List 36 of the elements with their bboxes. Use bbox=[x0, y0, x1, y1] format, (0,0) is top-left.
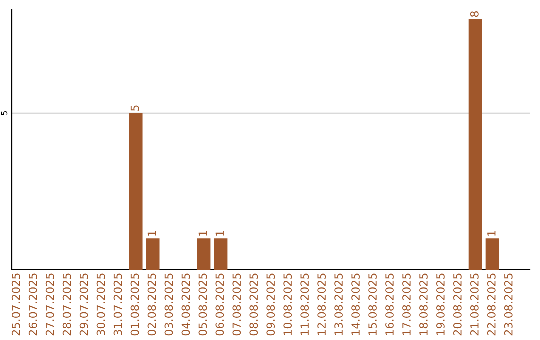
data-label: 1 bbox=[148, 231, 156, 236]
x-tick-label: 05.08.2025 bbox=[198, 274, 208, 336]
data-label: 5 bbox=[130, 106, 140, 111]
x-tick-label: 20.08.2025 bbox=[453, 274, 462, 336]
x-tick-label: 26.07.2025 bbox=[28, 274, 38, 336]
x-tick-label: 21.08.2025 bbox=[470, 274, 479, 336]
x-tick-label: 11.08.2025 bbox=[300, 274, 310, 336]
x-tick-label: 16.08.2025 bbox=[386, 274, 394, 336]
x-tick-label: 17.08.2025 bbox=[402, 274, 411, 336]
x-tick-label: 30.07.2025 bbox=[96, 274, 106, 336]
data-label: 1 bbox=[198, 231, 207, 236]
x-tick-label: 29.07.2025 bbox=[80, 274, 88, 336]
x-tick-label: 12.08.2025 bbox=[318, 274, 326, 336]
data-label: 1 bbox=[488, 231, 496, 236]
x-tick-label: 03.08.2025 bbox=[164, 274, 174, 336]
x-tick-label: 10.08.2025 bbox=[284, 274, 292, 336]
x-tick-label: 28.07.2025 bbox=[62, 274, 72, 336]
x-tick-label: 23.08.2025 bbox=[504, 274, 513, 336]
data-label: 8 bbox=[470, 12, 479, 18]
x-tick-label: 02.08.2025 bbox=[148, 274, 156, 336]
x-tick-label: 25.07.2025 bbox=[12, 274, 20, 336]
x-tick-label: 18.08.2025 bbox=[420, 274, 428, 336]
x-tick-label: 04.08.2025 bbox=[182, 274, 190, 336]
x-tick-label: 27.07.2025 bbox=[46, 274, 54, 336]
x-tick-label: 31.07.2025 bbox=[114, 274, 122, 336]
x-tick-label: 09.08.2025 bbox=[266, 274, 276, 336]
x-tick-label: 22.08.2025 bbox=[487, 274, 496, 336]
x-tick-label: 19.08.2025 bbox=[436, 274, 445, 336]
x-tick-label: 06.08.2025 bbox=[216, 274, 224, 336]
data-label: 1 bbox=[216, 231, 224, 236]
x-tick-label: 08.08.2025 bbox=[250, 274, 258, 336]
x-tick-label: 07.08.2025 bbox=[232, 274, 242, 336]
x-tick-label: 15.08.2025 bbox=[368, 274, 377, 336]
x-tick-label: 01.08.2025 bbox=[130, 274, 140, 336]
x-tick-label: 13.08.2025 bbox=[334, 274, 344, 336]
x-tick-label: 14.08.2025 bbox=[352, 274, 360, 336]
